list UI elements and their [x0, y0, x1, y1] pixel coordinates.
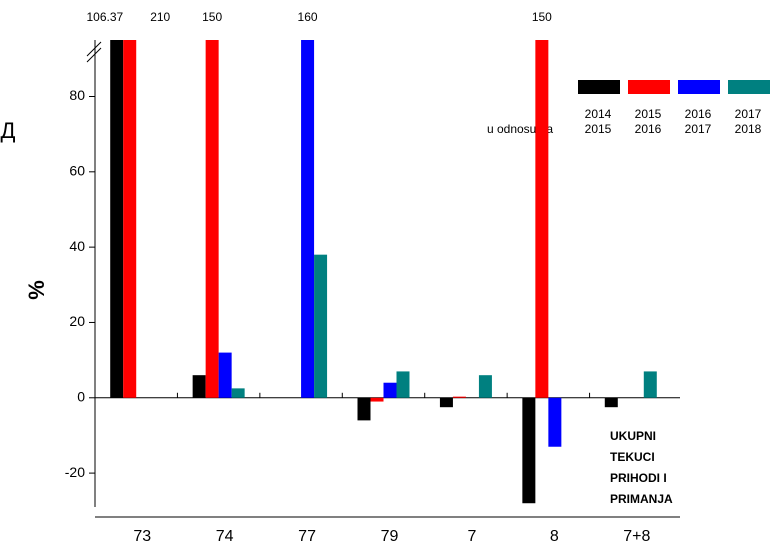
bar [123, 40, 137, 398]
y-tick-label: 40 [69, 238, 85, 254]
value-label: 106.37 [87, 10, 124, 24]
annotation: UKUPNI [610, 429, 656, 443]
bar [478, 375, 492, 398]
x-tick-label: 74 [216, 528, 234, 545]
legend-swatch [578, 80, 620, 94]
value-label: 150 [202, 10, 222, 24]
x-tick-label: 77 [298, 528, 316, 545]
value-label: 210 [150, 10, 170, 24]
axis-break [86, 47, 102, 63]
bar [205, 40, 219, 398]
x-tick-label: 8 [550, 528, 559, 545]
legend-swatch [728, 80, 770, 94]
legend-swatch [678, 80, 720, 94]
y-tick-label: 20 [69, 313, 85, 329]
bar [643, 371, 657, 398]
axis-break [86, 41, 102, 57]
bar [314, 254, 328, 398]
bar [370, 397, 384, 402]
legend-swatch [628, 80, 670, 94]
bar [218, 352, 232, 398]
legend-label: 2016 2017 [685, 107, 712, 136]
value-label: 160 [298, 10, 318, 24]
annotation: PRIMANJA [610, 492, 673, 506]
x-tick-label: 7 [467, 528, 476, 545]
bar [110, 40, 124, 398]
y-tick-label: 60 [69, 163, 85, 179]
bar [192, 375, 206, 398]
bar [548, 397, 562, 447]
bar [383, 382, 397, 398]
side-mark: Д [1, 118, 16, 143]
x-tick-label: 73 [133, 528, 151, 545]
bar [452, 396, 466, 398]
y-axis-label: % [24, 280, 49, 300]
bar [396, 371, 410, 398]
legend-label: 2017 2018 [735, 107, 762, 136]
annotation: PRIHODI I [610, 471, 667, 485]
legend-label: 2015 2016 [635, 107, 662, 136]
bar [301, 40, 315, 398]
bar [357, 397, 371, 421]
y-tick-label: 80 [69, 87, 85, 103]
bar [604, 397, 618, 408]
bar [231, 388, 245, 398]
x-tick-label: 79 [381, 528, 399, 545]
bar [535, 40, 549, 398]
bar [522, 397, 536, 504]
annotation: TEKUCI [610, 450, 655, 464]
bar [439, 397, 453, 408]
y-tick-label: -20 [65, 464, 85, 480]
x-tick-label: 7+8 [623, 528, 650, 545]
value-label: 150 [532, 10, 552, 24]
y-tick-label: 0 [77, 388, 85, 404]
legend-label: 2014 2015 [585, 107, 612, 136]
